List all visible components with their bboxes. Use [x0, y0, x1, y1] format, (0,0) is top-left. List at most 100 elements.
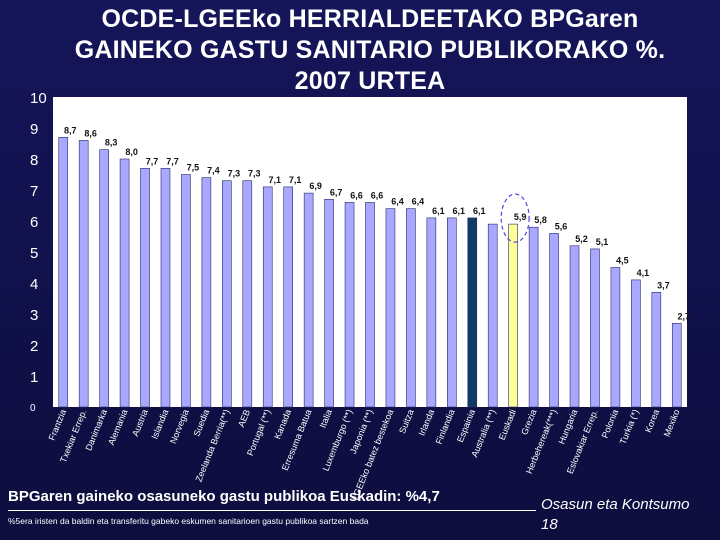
data-label: 8,6	[84, 128, 97, 138]
data-label: 6,1	[453, 206, 466, 216]
bar	[78, 140, 89, 408]
x-tick-label: Austria	[130, 408, 150, 438]
bar	[508, 223, 518, 408]
bar	[283, 186, 293, 408]
data-label: 5,8	[534, 215, 547, 225]
page-title: OCDE-LGEEko HERRIALDEETAKO BPGaren GAINE…	[40, 4, 700, 97]
data-label: 7,4	[207, 166, 220, 176]
data-label: 7,1	[289, 175, 302, 185]
bar	[262, 186, 273, 408]
data-label: 6,4	[391, 197, 404, 207]
data-label: 7,5	[187, 163, 200, 173]
bar	[99, 149, 109, 408]
y-tick-label: 0	[30, 403, 36, 414]
bar	[487, 223, 498, 408]
x-tick-label: Irlanda	[417, 408, 437, 437]
x-tick-label: Suedia	[191, 408, 211, 438]
data-label: 7,1	[268, 175, 281, 185]
bar	[324, 199, 334, 408]
bar	[365, 202, 375, 408]
footer-note: %5era iristen da baldin eta transferitu …	[8, 516, 369, 526]
x-tick-label: Finlandia	[434, 408, 457, 446]
bar	[610, 267, 621, 408]
data-label: 5,9	[514, 212, 527, 222]
y-tick-label: 3	[30, 307, 38, 324]
data-label: 5,1	[596, 237, 609, 247]
y-tick-label: 1	[30, 369, 38, 386]
bar	[222, 180, 232, 408]
bar	[590, 248, 600, 408]
y-tick-label: 8	[30, 152, 38, 169]
data-label: 8,7	[64, 125, 77, 135]
x-tick-label: Kanada	[272, 408, 293, 441]
bar	[140, 168, 150, 408]
bar	[447, 217, 457, 408]
title-line-2: GAINEKO GASTU SANITARIO PUBLIKORAKO %.	[74, 36, 666, 64]
slide-number: 18	[541, 516, 558, 533]
bar	[201, 177, 212, 408]
bar	[406, 208, 416, 408]
data-label: 6,6	[371, 190, 384, 200]
bar	[160, 168, 171, 408]
footer-divider	[8, 510, 536, 511]
bar	[181, 174, 191, 408]
x-tick-label: Polonia	[600, 408, 621, 440]
bar	[569, 245, 580, 408]
y-tick-label: 2	[30, 338, 38, 355]
bar	[671, 322, 682, 408]
x-tick-label: Hungaria	[556, 408, 579, 446]
bar	[549, 233, 559, 408]
credit: Osasun eta Kontsumo 18	[541, 495, 689, 535]
data-label: 7,3	[228, 169, 241, 179]
bar	[631, 279, 641, 408]
data-label: 6,7	[330, 187, 343, 197]
x-tick-label: Turkia (*)	[618, 408, 641, 446]
title-line-3: 2007 URTEA	[294, 67, 446, 95]
x-tick-label: Italia	[318, 408, 334, 429]
data-label: 3,7	[657, 280, 670, 290]
y-tick-label: 10	[30, 90, 47, 107]
data-label: 4,1	[637, 268, 650, 278]
data-label: 6,4	[412, 197, 425, 207]
y-tick-label: 4	[30, 276, 38, 293]
data-label: 7,7	[146, 156, 159, 166]
x-tick-label: Frantzia	[47, 408, 68, 442]
y-tick-label: 9	[30, 121, 38, 138]
bar	[651, 291, 662, 408]
x-tick-label: Alemania	[106, 408, 129, 447]
bar	[58, 137, 69, 408]
x-tick-label: Korea	[643, 408, 661, 434]
highlight-circle	[500, 193, 530, 243]
footer-main-text: BPGaren gaineko osasuneko gastu publikoa…	[8, 488, 440, 505]
data-label: 7,7	[166, 156, 179, 166]
title-line-1: OCDE-LGEEko HERRIALDEETAKO BPGaren	[101, 5, 639, 33]
data-label: 5,2	[575, 234, 588, 244]
bar	[303, 192, 314, 408]
x-tick-label: Islandia	[149, 408, 170, 441]
data-label: 5,6	[555, 221, 568, 231]
y-tick-label: 5	[30, 245, 38, 262]
data-label: 6,1	[432, 206, 445, 216]
x-tick-label: Suitza	[397, 408, 416, 435]
data-label: 8,3	[105, 138, 118, 148]
data-label: 8,0	[125, 147, 138, 157]
bar	[344, 202, 355, 408]
bar	[426, 217, 437, 408]
x-tick-label: AEB	[236, 408, 252, 428]
credit-department: Osasun eta Kontsumo	[541, 496, 690, 513]
bar	[242, 180, 253, 408]
x-tick-label: Norvegia	[168, 408, 191, 445]
bar	[528, 226, 539, 408]
y-tick-label: 6	[30, 214, 38, 231]
x-tick-label: Espainia	[455, 408, 477, 444]
data-label: 6,1	[473, 206, 486, 216]
x-tick-label: Grezia	[519, 408, 538, 436]
x-tick-label: Mexiko	[662, 408, 682, 438]
data-label: 2,7	[678, 311, 691, 321]
data-label: 6,9	[309, 181, 322, 191]
bar	[119, 158, 130, 408]
data-label: 6,6	[350, 190, 363, 200]
bar	[467, 217, 478, 408]
data-label: 7,3	[248, 169, 261, 179]
